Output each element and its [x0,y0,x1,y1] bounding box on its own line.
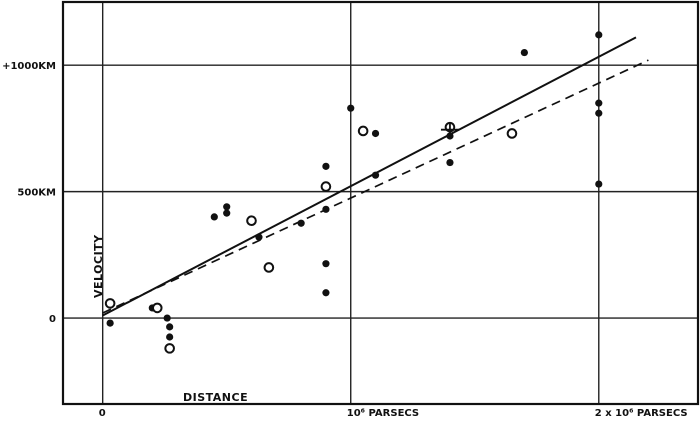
x-tick-label-2: 2 x 10⁶ PARSECS [595,408,688,419]
filled-point-16 [371,171,380,179]
y-tick-label-2: +1000KM [2,61,56,72]
open-point-4 [263,262,275,273]
cross-point-0 [440,123,459,136]
open-point-2 [164,343,175,354]
filled-point-8 [255,233,263,241]
filled-point-21 [595,99,603,107]
filled-point-9 [297,219,305,227]
filled-point-20 [595,31,603,39]
filled-point-11 [322,162,330,170]
fit-lines [102,36,649,317]
tick-labels: 0 10⁶ PARSECS 2 x 10⁶ PARSECS 0 500KM +1000KM [2,61,687,419]
filled-point-22 [595,109,603,117]
filled-point-15 [371,129,380,138]
filled-point-2 [163,314,171,322]
x-tick-label-0: 0 [99,408,106,419]
filled-point-14 [347,104,355,112]
dashed-fit-line [102,59,649,314]
x-tick-label-1: 10⁶ PARSECS [347,408,419,419]
open-point-6 [357,125,369,137]
y-tick-label-1: 500KM [17,188,56,199]
data-points [104,31,603,354]
filled-point-17 [446,158,454,167]
open-point-5 [320,181,332,192]
filled-point-23 [595,180,603,188]
filled-point-10 [322,205,330,213]
open-point-0 [104,298,116,309]
filled-point-6 [223,209,231,217]
filled-point-4 [166,333,174,341]
filled-point-3 [166,323,174,331]
grid-lines [63,2,698,404]
open-point-8 [506,128,518,139]
filled-point-7 [223,203,231,211]
filled-point-18 [446,132,454,140]
filled-point-12 [322,260,330,268]
open-point-1 [151,302,163,314]
filled-point-0 [106,319,114,327]
solid-fit-line [102,36,637,317]
y-axis-label: VELOCITY [92,234,105,298]
filled-point-19 [520,48,528,57]
open-point-3 [246,215,257,226]
x-axis-label: DISTANCE [183,391,248,404]
filled-point-13 [322,289,330,297]
y-tick-label-0: 0 [49,314,56,325]
plot-frame [61,0,700,406]
filled-point-5 [210,213,218,221]
